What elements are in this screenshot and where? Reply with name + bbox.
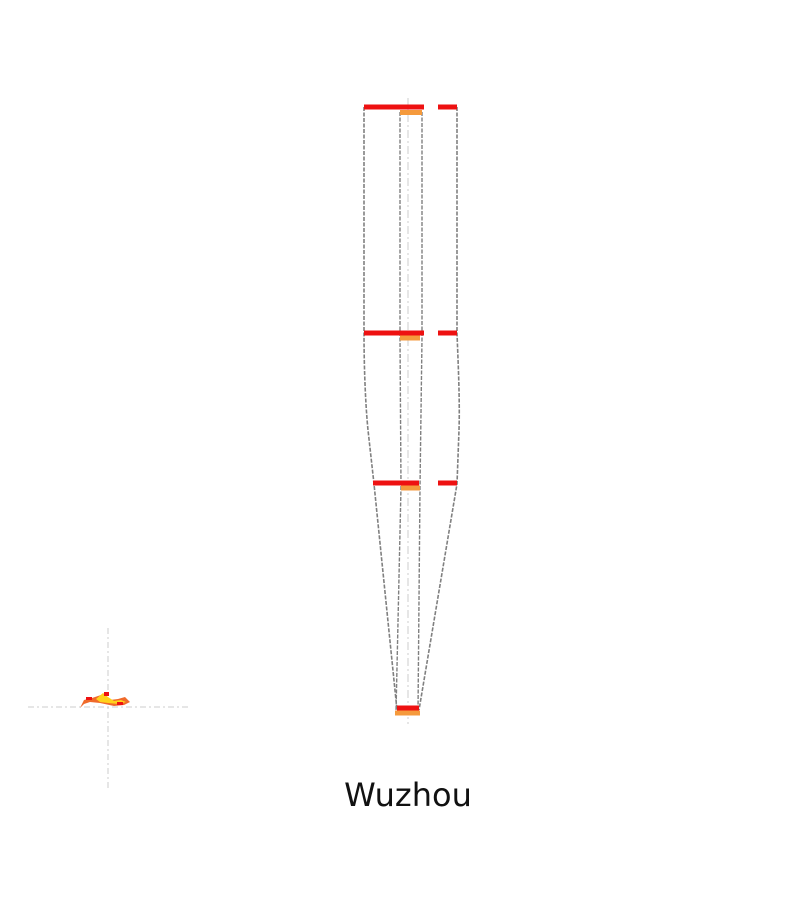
outline-inner-right [417,112,423,713]
level-3-bar-left [373,480,419,486]
level-2-marks [364,330,457,341]
thumbnail-mark-red-2 [104,692,109,696]
level-3-accent [401,485,420,491]
level-3-marks [373,480,457,491]
thumbnail-fill-yellow [96,693,126,704]
level-4-marks [395,705,420,716]
outline-inner-left [395,112,402,713]
thumbnail-map [28,628,188,788]
level-1-marks [364,104,457,115]
level-2-accent [400,335,420,341]
outline-outer-left [363,107,398,711]
level-2-bar-left [364,330,424,336]
level-3-bar-right [438,480,457,486]
level-1-accent [400,110,422,115]
level-4-bar [397,705,419,711]
thumbnail-mark-red-1 [86,697,92,700]
place-label: Wuzhou [344,776,472,814]
level-2-bar-right [438,330,457,336]
level-1-bar-left [364,104,424,110]
thumbnail-mark-red-3 [117,702,123,705]
level-1-bar-right [438,104,457,110]
level-4-accent [395,710,420,716]
outline-outer-right [418,107,461,711]
